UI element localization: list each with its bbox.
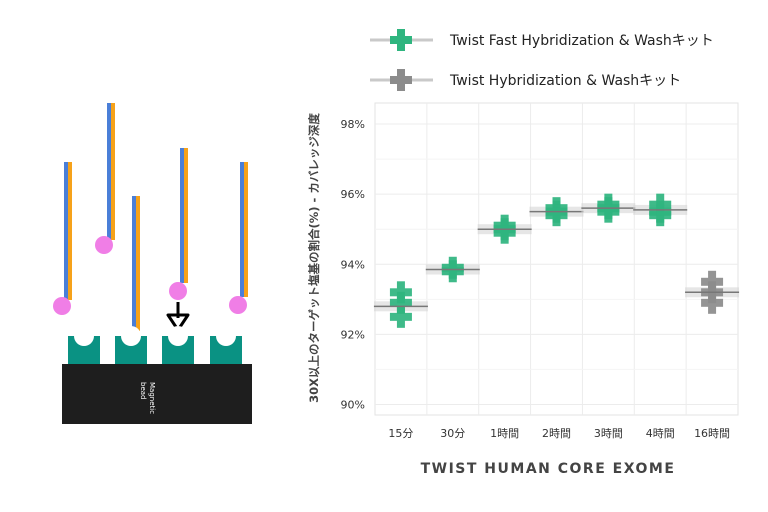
probe-strand — [169, 148, 188, 300]
y-tick-label: 98% — [341, 118, 365, 131]
legend-marker — [390, 29, 412, 51]
x-tick-label: 4時間 — [646, 427, 675, 440]
probe-tag — [95, 236, 113, 254]
y-tick-label: 94% — [341, 258, 365, 271]
down-arrow-icon — [166, 302, 190, 332]
data-point — [649, 193, 672, 216]
legend-entry: Twist Fast Hybridization & Washキット — [370, 29, 714, 51]
legend-label: Twist Fast Hybridization & Washキット — [449, 33, 714, 49]
data-point — [701, 270, 724, 293]
x-tick-label: 30分 — [440, 427, 465, 440]
y-axis-ticks: 90% 92% 94% 96% 98% — [341, 118, 365, 411]
y-axis-title: 30X以上のターゲット塩基の割合(%) - カバレッジ深度 — [307, 113, 321, 403]
capture-sites — [68, 326, 242, 364]
legend-entry: Twist Hybridization & Washキット — [370, 69, 681, 91]
probe-strand — [229, 162, 248, 314]
probe-strand — [95, 103, 115, 254]
x-tick-label: 15分 — [388, 427, 413, 440]
bead-label-line2: bead — [139, 382, 147, 399]
data-point — [545, 197, 568, 220]
capture-illustration: Magnetic bead — [53, 103, 252, 424]
x-axis-ticks: 15分 30分 1時間 2時間 3時間 4時間 16時間 — [388, 427, 730, 440]
data-point — [493, 214, 516, 237]
x-tick-label: 1時間 — [490, 427, 519, 440]
y-tick-label: 96% — [341, 188, 365, 201]
legend-marker — [390, 69, 412, 91]
data-point — [441, 256, 464, 279]
x-axis-title: TWIST HUMAN CORE EXOME — [421, 461, 676, 477]
data-point — [389, 281, 412, 304]
data-point — [597, 193, 620, 216]
legend: Twist Fast Hybridization & Washキット Twist … — [370, 29, 714, 91]
y-tick-label: 90% — [341, 398, 365, 411]
y-tick-label: 92% — [341, 328, 365, 341]
probe-tag — [169, 282, 187, 300]
coverage-chart: Twist Fast Hybridization & Washキット Twist … — [307, 29, 740, 477]
data-point — [389, 305, 412, 328]
probe-strand — [121, 196, 140, 348]
x-tick-label: 3時間 — [594, 427, 623, 440]
probe-tag — [229, 296, 247, 314]
legend-label: Twist Hybridization & Washキット — [449, 73, 681, 89]
x-tick-label: 2時間 — [542, 427, 571, 440]
x-tick-label: 16時間 — [694, 427, 730, 440]
magnetic-bead — [62, 364, 252, 424]
probe-tag — [53, 297, 71, 315]
probe-strands — [53, 103, 248, 348]
chart-grid — [374, 102, 739, 416]
bead-label-line1: Magnetic — [148, 382, 156, 414]
probe-strand — [53, 162, 72, 315]
data-marks — [373, 193, 740, 328]
